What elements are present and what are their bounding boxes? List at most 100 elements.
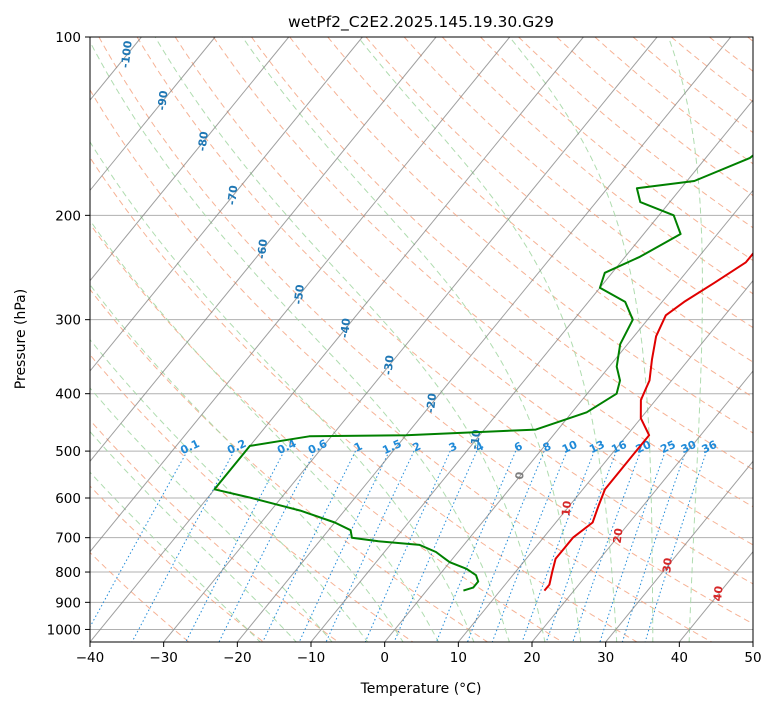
y-tick-label: 400 <box>55 387 81 403</box>
y-tick-label: 700 <box>55 531 81 547</box>
moist-adiabat <box>357 37 618 642</box>
mixing-ratio-label: 4 <box>473 439 486 454</box>
mixing-ratio-label: 16 <box>609 438 629 456</box>
axes: −40 −30 −20 −10 0 10 20 30 40 5010020030040050060… <box>47 30 762 666</box>
moist-adiabat <box>154 37 546 642</box>
mixing-ratio-line <box>466 450 545 642</box>
mixing-ratio-line <box>131 450 235 642</box>
mixing-ratio-label: 13 <box>587 438 606 456</box>
moist-adiabat <box>90 283 404 642</box>
isotherm-gridline <box>752 641 753 642</box>
dry-adiabat <box>747 37 753 42</box>
mixing-ratio-line <box>298 450 390 642</box>
y-axis-label: Pressure (hPa) <box>13 289 29 389</box>
dry-adiabat <box>327 37 753 398</box>
isotherm-label: 0 <box>513 471 527 481</box>
y-tick-label: 200 <box>55 208 81 224</box>
moist-adiabat <box>90 219 440 642</box>
isotherm-gridline <box>310 99 753 642</box>
mixing-ratio-line <box>435 450 517 642</box>
isotherm-gridline <box>384 189 753 642</box>
dry-adiabat <box>90 156 639 642</box>
isotherm-label: -70 <box>225 184 240 206</box>
isotherm-gridline <box>90 37 290 282</box>
x-tick-label: −30 <box>149 650 178 666</box>
dry-adiabat <box>670 37 753 103</box>
y-tick-label: 300 <box>55 313 81 329</box>
isotherm-gridline <box>90 37 584 642</box>
dry-adiabat <box>136 37 753 585</box>
x-tick-label: 20 <box>523 650 540 666</box>
mixing-ratio-label: 1.5 <box>380 437 403 457</box>
dry-adiabat <box>90 223 564 642</box>
mixing-ratio-line <box>218 450 316 642</box>
isotherm-label: -20 <box>424 392 439 414</box>
mixing-ratio-line <box>545 450 617 642</box>
isotherm-label: -40 <box>338 317 353 339</box>
isotherm-gridline <box>457 279 753 642</box>
moist-adiabat <box>667 37 703 642</box>
mixing-ratio-label: 36 <box>700 438 720 456</box>
mixing-ratio-line <box>364 450 451 642</box>
y-tick-label: 1000 <box>47 622 81 638</box>
dry-adiabat <box>212 37 753 508</box>
isotherm-label: 10 <box>559 500 574 517</box>
isotherm-gridline <box>90 37 363 372</box>
x-tick-label: 40 <box>671 650 688 666</box>
y-tick-label: 100 <box>55 30 81 46</box>
mixing-ratio-label: 2 <box>411 440 423 455</box>
dry-adiabat <box>251 37 753 471</box>
moist-adiabat <box>90 471 261 642</box>
x-tick-label: 50 <box>744 650 761 666</box>
mixing-ratio-label: 25 <box>658 438 677 456</box>
isotherm-gridline <box>236 37 732 642</box>
x-tick-label: 30 <box>597 650 614 666</box>
mixing-ratio-label: 10 <box>560 438 580 456</box>
temperature-profile <box>543 252 753 592</box>
mixing-ratio-line <box>521 450 595 642</box>
mixing-ratio-line <box>644 450 708 642</box>
mixing-ratio-line <box>572 450 642 642</box>
isotherm-label: -90 <box>155 89 170 111</box>
isotherm-label: -30 <box>381 354 396 376</box>
dry-adiabat <box>365 37 753 363</box>
dry-adiabat <box>709 37 753 72</box>
mixing-ratio-line <box>325 450 415 642</box>
isotherm-label: 30 <box>660 557 675 574</box>
mixing-ratio-label: 20 <box>634 438 654 456</box>
dry-adiabat <box>174 37 753 546</box>
mixing-ratio-label: 0.1 <box>178 437 201 457</box>
dry-adiabat <box>90 485 265 642</box>
plot-frame <box>89 36 754 643</box>
dry-adiabat <box>441 37 753 295</box>
plot-area: -100-90-80-70-60-50-40-30-20-10010203040… <box>0 37 753 642</box>
mixing-ratio-line <box>621 450 687 642</box>
mixing-ratio-line <box>90 450 188 628</box>
x-tick-label: 0 <box>380 650 389 666</box>
isotherm-label: -80 <box>196 130 211 152</box>
moist-adiabat <box>90 40 510 642</box>
moist-adiabat <box>90 140 475 642</box>
mixing-ratio-label: 0.2 <box>225 437 248 457</box>
mixing-ratio-label: 6 <box>512 439 525 454</box>
dry-adiabat <box>90 419 340 642</box>
isotherm-label: -100 <box>119 40 135 69</box>
isotherm-label: 20 <box>611 527 626 544</box>
dry-adiabat <box>403 37 753 329</box>
isotherm-gridline <box>0 37 68 642</box>
chart-title: wetPf2_C2E2.2025.145.19.30.G29 <box>288 13 554 32</box>
isotherm-gridline <box>90 37 437 463</box>
isotherm-label: -60 <box>255 238 270 260</box>
isotherm-gridline <box>90 37 511 553</box>
y-tick-label: 600 <box>55 491 81 507</box>
isotherm-label: -50 <box>292 283 307 305</box>
y-tick-label: 500 <box>55 444 81 460</box>
mixing-ratio-line <box>185 450 285 642</box>
isotherm-gridline <box>163 37 658 642</box>
y-tick-label: 800 <box>55 565 81 581</box>
moist-adiabat <box>241 37 582 642</box>
dry-adiabat <box>90 89 713 642</box>
isotherm-label: 40 <box>711 585 726 602</box>
moist-adiabat <box>90 387 333 642</box>
